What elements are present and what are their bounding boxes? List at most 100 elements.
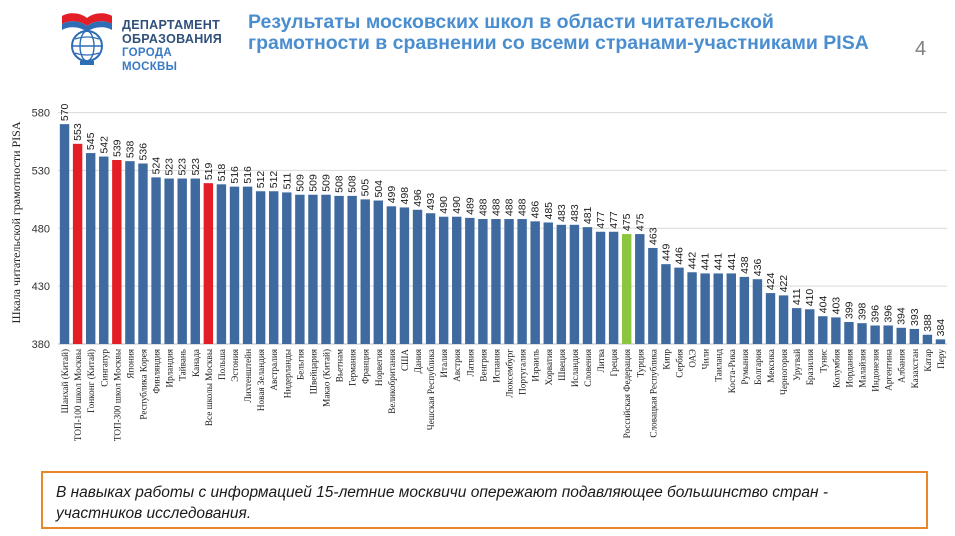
value-label: 493 — [425, 193, 437, 211]
bar — [530, 221, 540, 344]
value-label: 516 — [229, 166, 241, 184]
value-label: 498 — [399, 187, 411, 205]
value-label: 545 — [85, 132, 97, 150]
category-label: Индонезия — [871, 348, 881, 391]
bar — [465, 217, 475, 344]
bar — [896, 327, 906, 344]
category-label: Венгрия — [478, 348, 488, 381]
bar — [438, 216, 449, 344]
value-label: 509 — [294, 174, 306, 192]
category-label: Республика Корея — [138, 348, 148, 419]
category-label: Чили — [701, 349, 711, 369]
bar — [373, 200, 384, 344]
category-label: Румыния — [740, 348, 750, 384]
value-label: 422 — [778, 275, 790, 293]
logo-text: ДЕПАРТАМЕНТ ОБРАЗОВАНИЯ ГОРОДА МОСКВЫ — [122, 18, 230, 74]
value-label: 518 — [216, 164, 228, 182]
bar — [621, 234, 632, 344]
bar — [687, 272, 697, 344]
category-label: Португалия — [518, 348, 528, 395]
bar — [635, 234, 645, 344]
bar — [595, 231, 606, 344]
bar — [805, 309, 815, 344]
category-label: Австралия — [269, 348, 279, 390]
bar — [791, 308, 802, 344]
value-label: 396 — [870, 305, 882, 323]
bar — [72, 143, 83, 344]
y-tick-label: 480 — [32, 223, 50, 235]
value-label: 516 — [242, 166, 254, 184]
bar — [151, 177, 161, 344]
category-label: Мексика — [766, 349, 776, 383]
book-globe-emblem-icon — [62, 13, 112, 65]
bar — [242, 186, 253, 344]
bar — [125, 161, 135, 344]
bar — [608, 231, 619, 344]
bar-chart: 380 430 480 530 580 Шкала читательской грамот… — [9, 103, 947, 441]
value-label: 490 — [451, 196, 463, 214]
category-label: Сербия — [674, 348, 684, 378]
value-label: 489 — [464, 197, 476, 215]
category-label: ТОП-300 школ Москвы — [112, 349, 122, 441]
category-label: Словацкая Республика — [648, 349, 658, 438]
category-label: Сингапур — [99, 349, 109, 387]
bar — [870, 325, 880, 344]
bar — [112, 160, 122, 344]
bar — [229, 186, 240, 344]
category-label: Аргентина — [884, 349, 894, 391]
bar — [661, 264, 671, 344]
value-label: 488 — [504, 198, 516, 216]
bar — [648, 247, 658, 344]
note-box: В навыках работы с информацией 15-летние… — [41, 471, 928, 529]
bar — [138, 163, 148, 344]
value-label: 486 — [530, 201, 542, 219]
bar — [713, 273, 723, 344]
category-label: Все школы Москвы — [204, 349, 214, 426]
category-label: Израиль — [531, 349, 541, 382]
bar — [295, 194, 305, 344]
category-label: Норвегия — [374, 348, 384, 386]
value-label: 436 — [752, 259, 764, 277]
category-label: Таиланд — [714, 349, 724, 382]
bar — [752, 279, 763, 344]
category-label: США — [400, 349, 410, 371]
bar — [412, 209, 423, 344]
category-label: Албания — [897, 348, 907, 383]
value-label: 519 — [203, 162, 215, 180]
bar — [203, 183, 214, 344]
category-label: Канада — [191, 349, 201, 377]
logo-line-2: ОБРАЗОВАНИЯ — [122, 32, 223, 46]
category-label: Иордания — [844, 348, 854, 387]
value-label: 446 — [673, 247, 685, 265]
value-label: 496 — [412, 189, 424, 207]
value-label: 475 — [634, 213, 646, 231]
bar — [59, 124, 70, 344]
bar — [765, 293, 776, 344]
value-label: 499 — [386, 186, 398, 204]
category-label: ОАЭ — [688, 349, 698, 368]
value-label: 508 — [347, 175, 359, 193]
value-label: 396 — [883, 305, 895, 323]
bar — [844, 322, 854, 344]
category-label: Лихтенштейн — [243, 349, 253, 403]
logo: ДЕПАРТАМЕНТ ОБРАЗОВАНИЯ ГОРОДА МОСКВЫ — [60, 10, 230, 73]
bar — [308, 194, 318, 344]
bar — [452, 216, 462, 344]
value-label: 505 — [360, 179, 372, 197]
category-label: Бельгия — [295, 348, 305, 380]
value-label: 483 — [569, 204, 581, 222]
bar — [334, 195, 344, 344]
category-label: Ирландия — [165, 348, 175, 387]
category-label: Испания — [491, 348, 501, 383]
value-label: 438 — [739, 256, 751, 274]
category-label: Дания — [413, 348, 423, 373]
logo-line-3: ГОРОДА МОСКВЫ — [122, 47, 178, 73]
category-label: Малайзия — [858, 348, 868, 387]
value-label: 538 — [124, 140, 136, 158]
category-label: Швеция — [557, 348, 567, 380]
category-label: Великобритания — [387, 348, 397, 414]
value-label: 523 — [164, 158, 176, 176]
value-label: 424 — [765, 272, 777, 290]
bar — [255, 191, 266, 344]
bar — [857, 323, 867, 344]
